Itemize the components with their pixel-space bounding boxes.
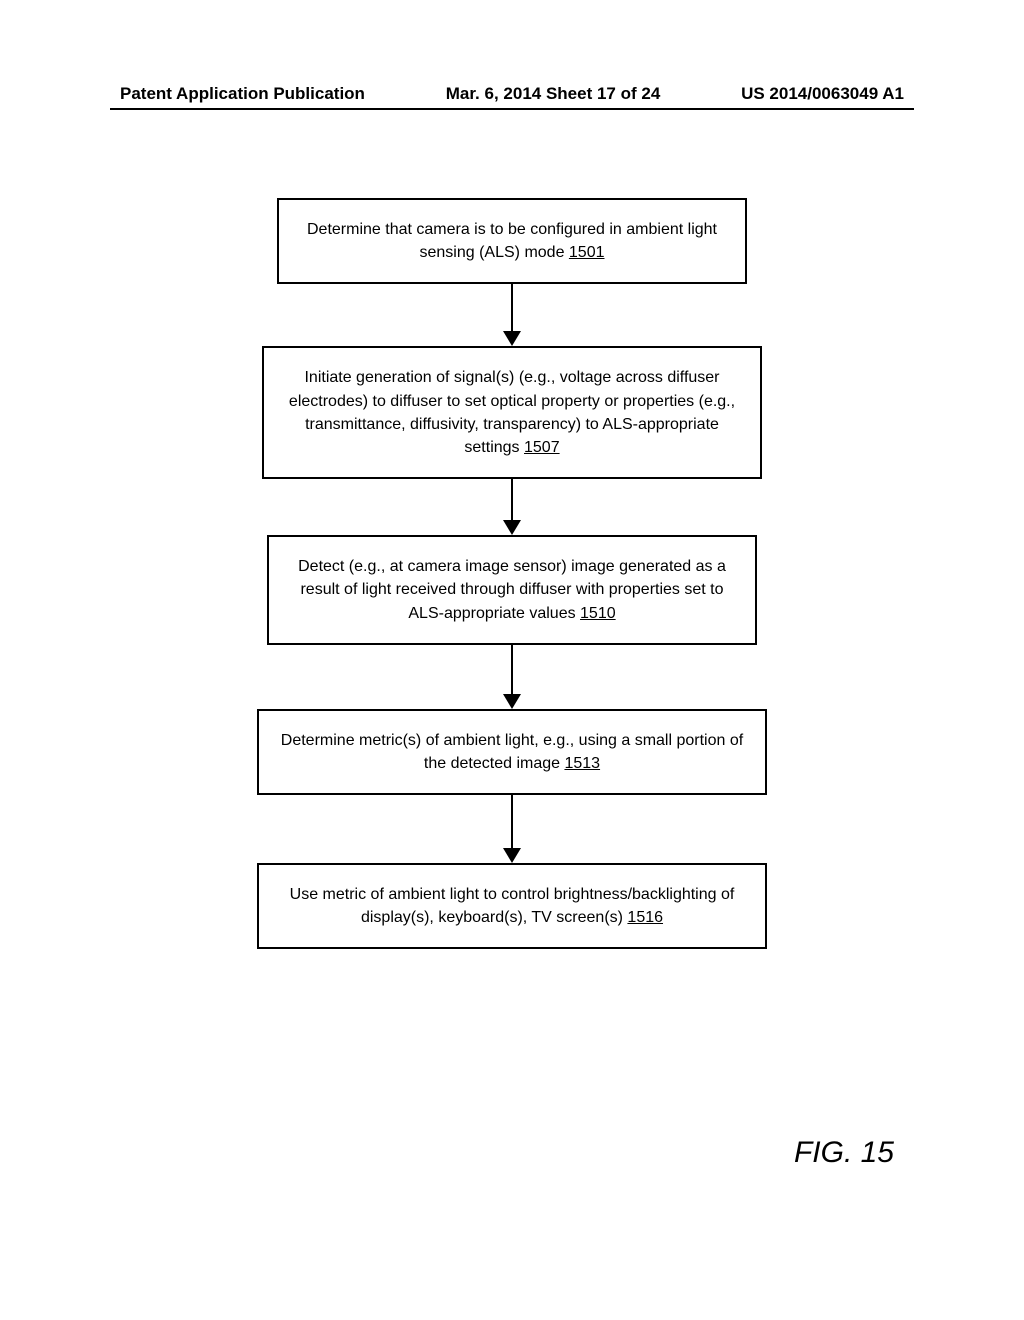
page-header: Patent Application Publication Mar. 6, 2… (0, 84, 1024, 104)
flow-box-text: Use metric of ambient light to control b… (290, 886, 735, 926)
flow-box-text: Detect (e.g., at camera image sensor) im… (298, 558, 726, 621)
patent-page: Patent Application Publication Mar. 6, 2… (0, 0, 1024, 1320)
flow-box-1510: Detect (e.g., at camera image sensor) im… (267, 535, 757, 645)
header-right: US 2014/0063049 A1 (741, 84, 904, 104)
arrow-line (511, 284, 513, 332)
flow-arrow (503, 479, 521, 535)
flow-box-ref: 1501 (569, 244, 605, 261)
flow-box-text: Determine that camera is to be configure… (307, 221, 717, 261)
flow-box-text: Determine metric(s) of ambient light, e.… (281, 732, 743, 772)
flow-arrow (503, 645, 521, 709)
flow-box-1513: Determine metric(s) of ambient light, e.… (257, 709, 767, 795)
flowchart: Determine that camera is to be configure… (0, 198, 1024, 949)
flow-box-ref: 1516 (627, 909, 663, 926)
header-center: Mar. 6, 2014 Sheet 17 of 24 (446, 84, 661, 104)
header-rule (110, 108, 914, 110)
arrow-line (511, 645, 513, 695)
flow-box-ref: 1510 (580, 605, 616, 622)
flow-box-1501: Determine that camera is to be configure… (277, 198, 747, 284)
arrow-head-icon (503, 848, 521, 863)
flow-box-text: Initiate generation of signal(s) (e.g., … (289, 369, 735, 456)
arrow-line (511, 795, 513, 849)
flow-arrow (503, 284, 521, 346)
flow-box-ref: 1507 (524, 439, 560, 456)
header-left: Patent Application Publication (120, 84, 365, 104)
arrow-head-icon (503, 694, 521, 709)
flow-arrow (503, 795, 521, 863)
arrow-head-icon (503, 331, 521, 346)
arrow-line (511, 479, 513, 521)
flow-box-1507: Initiate generation of signal(s) (e.g., … (262, 346, 762, 479)
arrow-head-icon (503, 520, 521, 535)
figure-label: FIG. 15 (794, 1136, 894, 1170)
flow-box-ref: 1513 (564, 755, 600, 772)
flow-box-1516: Use metric of ambient light to control b… (257, 863, 767, 949)
